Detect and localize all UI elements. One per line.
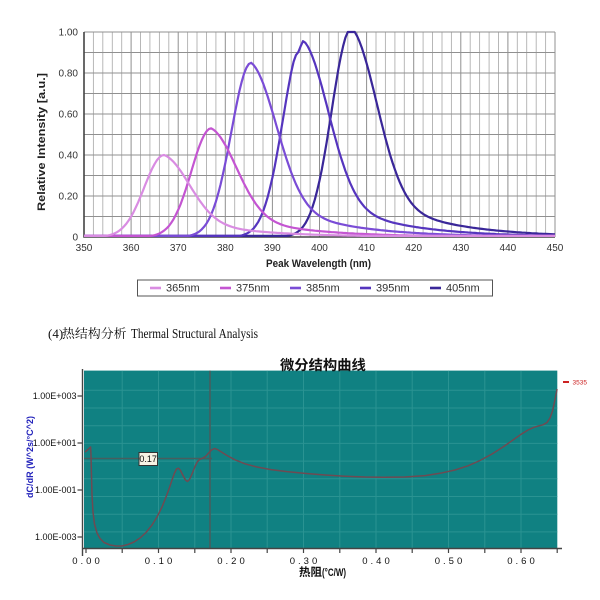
svg-text:0.60: 0.60 — [59, 110, 79, 121]
svg-text:1.00E-003: 1.00E-003 — [35, 532, 77, 542]
svg-text:410: 410 — [358, 243, 375, 254]
svg-text:Thermal Structural Analysis: Thermal Structural Analysis — [131, 326, 258, 341]
svg-text:dC/dR (W^2s/°C^2): dC/dR (W^2s/°C^2) — [25, 416, 35, 498]
svg-text:385nm: 385nm — [306, 283, 340, 295]
svg-text:Relative Intensity [a.u.]: Relative Intensity [a.u.] — [36, 73, 48, 211]
svg-text:0.40: 0.40 — [362, 556, 393, 567]
svg-text:0: 0 — [72, 233, 78, 244]
svg-text:0.50: 0.50 — [435, 556, 466, 567]
svg-text:0.60: 0.60 — [507, 556, 538, 567]
svg-text:1.00E+003: 1.00E+003 — [33, 391, 77, 401]
svg-text:360: 360 — [123, 243, 140, 254]
svg-text:Peak Wavelength (nm): Peak Wavelength (nm) — [266, 258, 371, 270]
svg-text:395nm: 395nm — [376, 283, 410, 295]
svg-text:400: 400 — [311, 243, 328, 254]
svg-text:390: 390 — [264, 243, 281, 254]
svg-text:0.20: 0.20 — [217, 556, 248, 567]
svg-text:380: 380 — [217, 243, 234, 254]
svg-text:450: 450 — [547, 243, 564, 254]
svg-text:375nm: 375nm — [236, 283, 270, 295]
svg-text:0.10: 0.10 — [145, 556, 176, 567]
svg-text:1.00E-001: 1.00E-001 — [35, 485, 77, 495]
svg-text:420: 420 — [405, 243, 422, 254]
svg-text:0.17: 0.17 — [139, 454, 157, 464]
svg-text:0.30: 0.30 — [290, 556, 321, 567]
svg-text:1.00E+001: 1.00E+001 — [33, 438, 77, 448]
svg-text:0.40: 0.40 — [59, 151, 79, 162]
svg-text:430: 430 — [452, 243, 469, 254]
svg-text:370: 370 — [170, 243, 187, 254]
svg-text:(4): (4) — [48, 326, 63, 341]
svg-text:0.80: 0.80 — [59, 69, 79, 80]
svg-text:365nm: 365nm — [166, 283, 200, 295]
svg-text:3535: 3535 — [573, 380, 588, 387]
svg-text:405nm: 405nm — [446, 283, 480, 295]
svg-text:440: 440 — [500, 243, 517, 254]
svg-text:(°C/W): (°C/W) — [322, 567, 346, 579]
svg-text:0.20: 0.20 — [59, 192, 79, 203]
svg-text:1.00: 1.00 — [59, 28, 79, 39]
svg-text:0.00: 0.00 — [72, 556, 103, 567]
svg-text:350: 350 — [76, 243, 93, 254]
